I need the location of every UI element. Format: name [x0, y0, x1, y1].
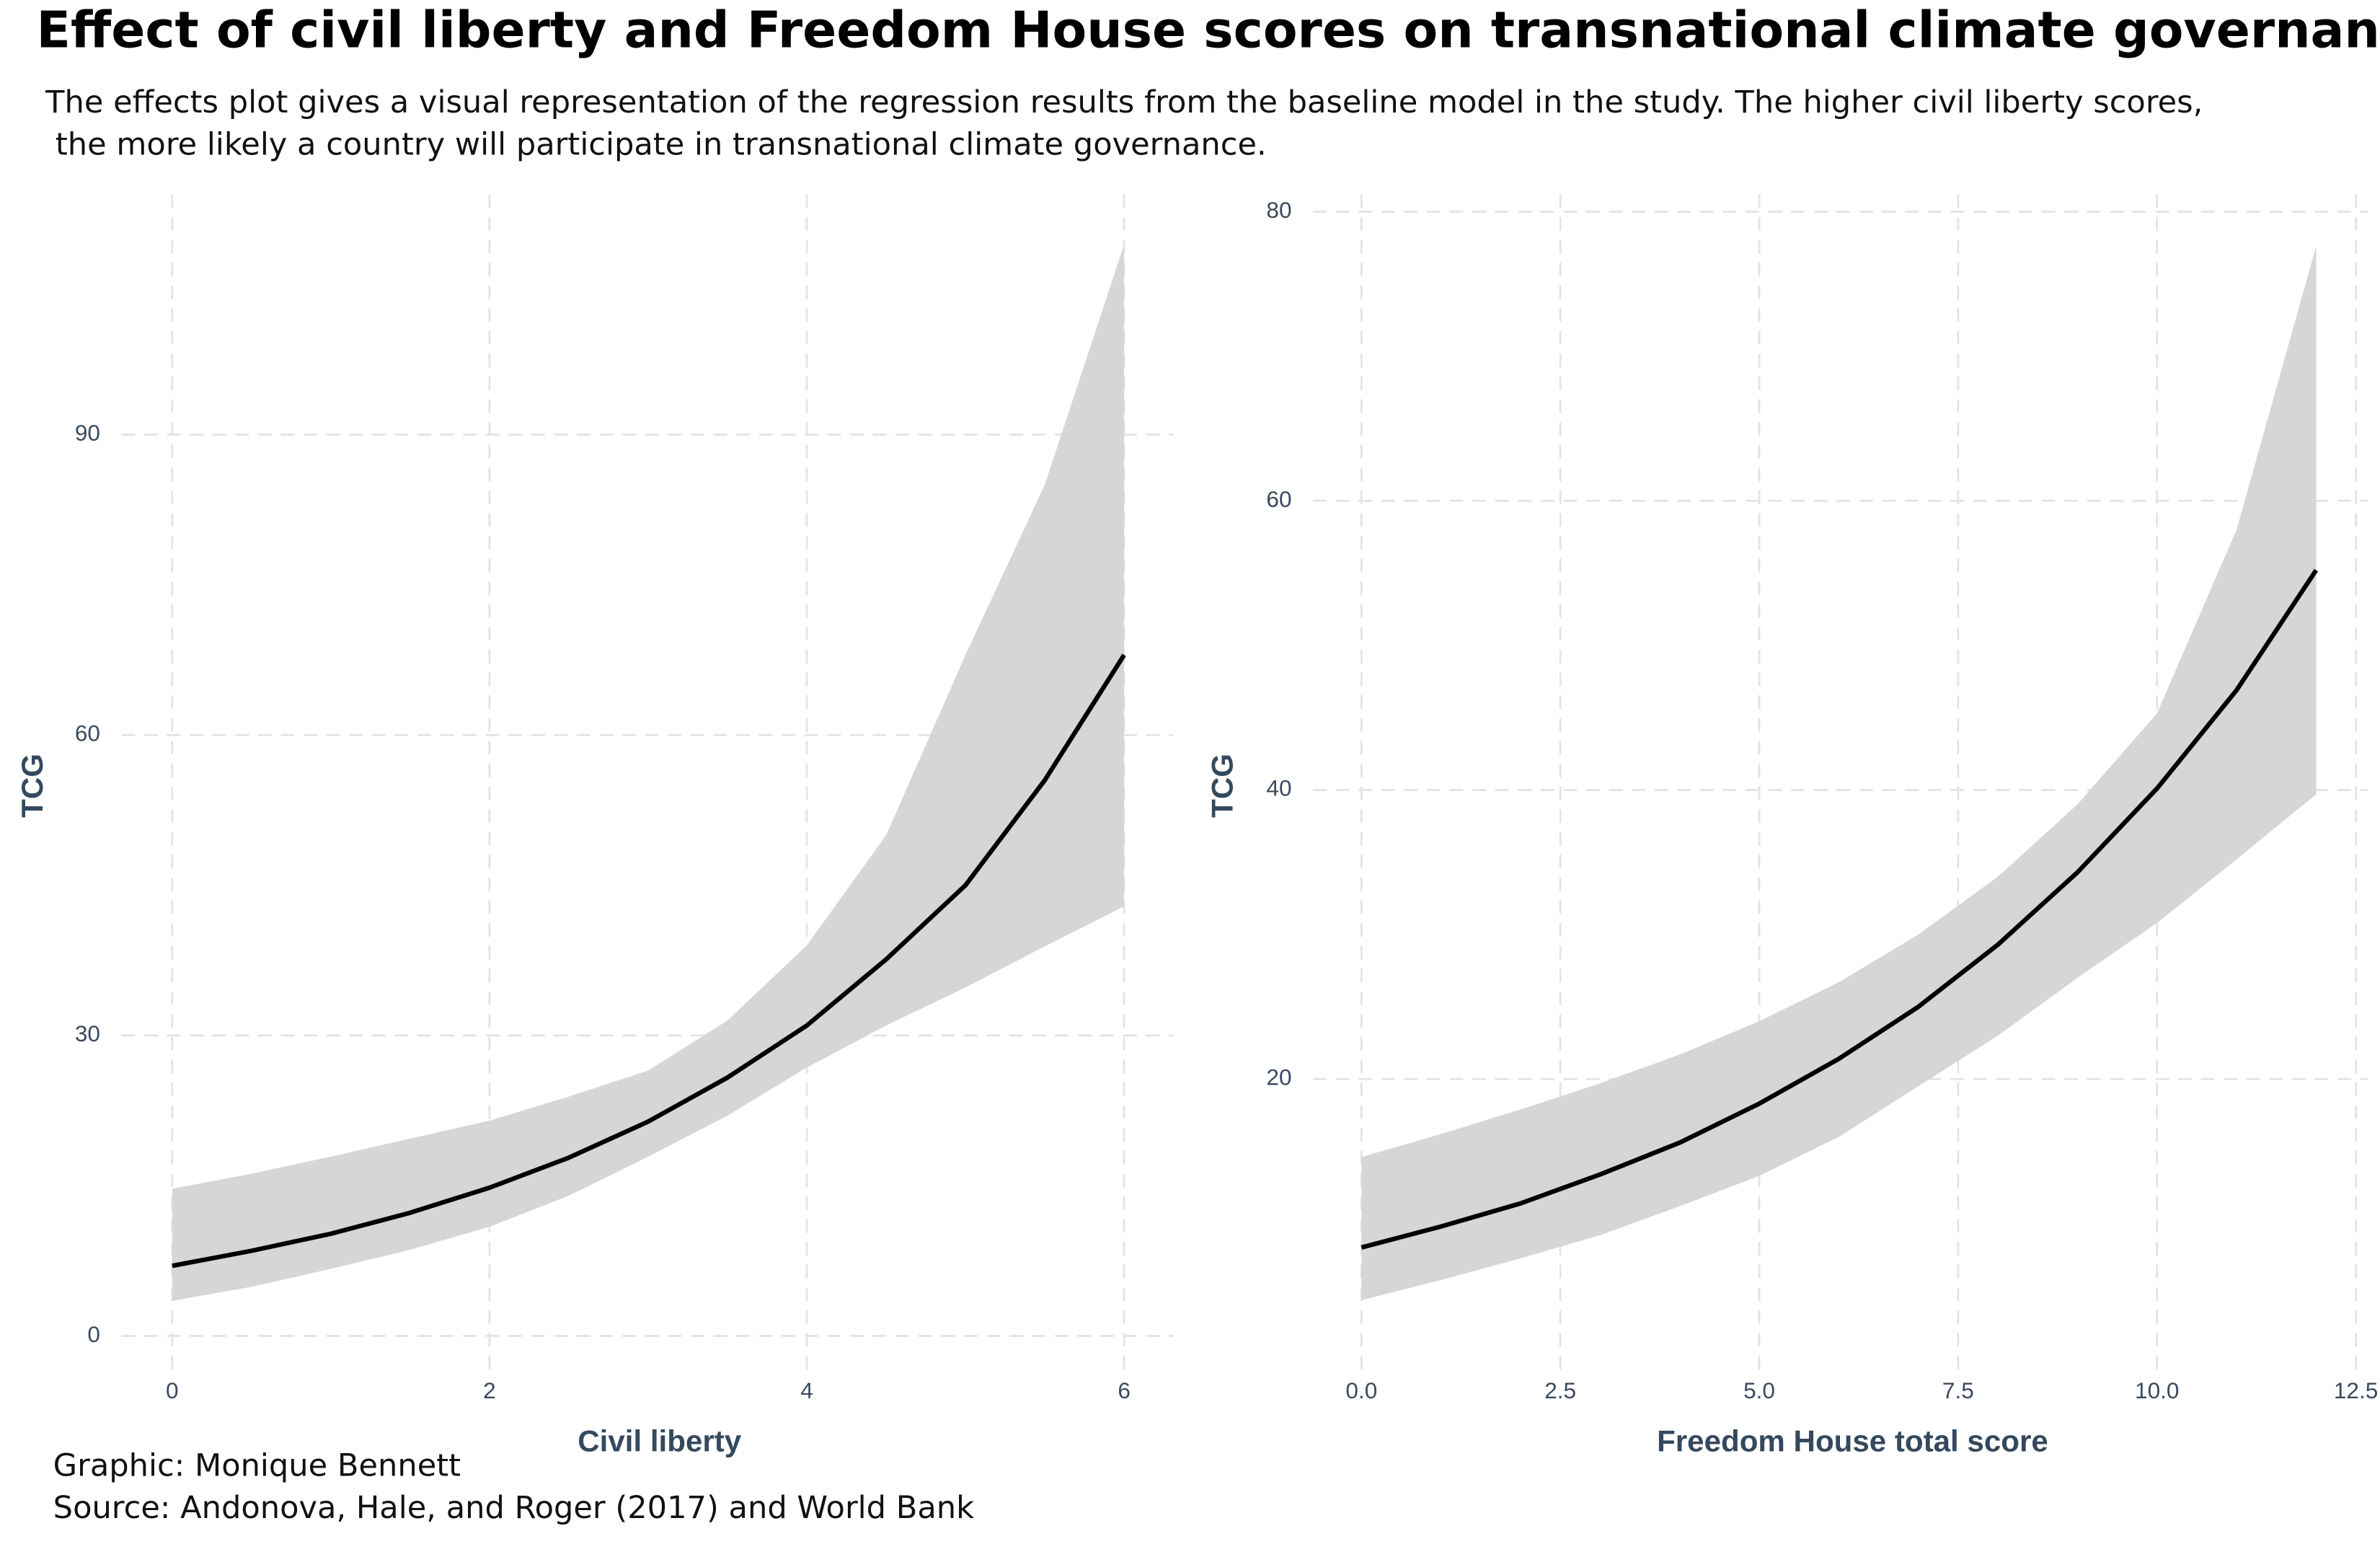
x-tick-label: 6 [1118, 1377, 1131, 1403]
y-tick-label: 80 [1266, 197, 1291, 223]
title: Effect of civil liberty and Freedom Hous… [37, 1, 2380, 59]
y-tick-label: 0 [87, 1321, 100, 1347]
y-axis-label: TCG [1205, 754, 1239, 818]
x-axis-label: Civil liberty [578, 1424, 742, 1458]
y-tick-label: 60 [75, 720, 100, 746]
subtitle: the more likely a country will participa… [45, 127, 1267, 163]
x-tick-label: 0 [166, 1377, 179, 1403]
y-tick-label: 40 [1266, 775, 1291, 801]
x-tick-label: 12.5 [2334, 1377, 2378, 1403]
fit-line [1361, 568, 2319, 1250]
caption: Graphic: Monique Bennett [53, 1447, 461, 1483]
x-tick-label: 5.0 [1743, 1377, 1775, 1403]
confidence-band [1361, 246, 2317, 1300]
fit-line [172, 653, 1126, 1269]
subtitle: The effects plot gives a visual represen… [45, 84, 2203, 120]
caption: Source: Andonova, Hale, and Roger (2017)… [53, 1490, 974, 1526]
x-tick-label: 7.5 [1942, 1377, 1974, 1403]
y-axis-label: TCG [15, 754, 49, 818]
x-axis-label: Freedom House total score [1657, 1424, 2048, 1458]
x-tick-label: 4 [800, 1377, 813, 1403]
x-tick-label: 10.0 [2135, 1377, 2179, 1403]
y-tick-label: 20 [1266, 1064, 1291, 1090]
x-tick-label: 2.5 [1544, 1377, 1576, 1403]
x-tick-label: 0.0 [1345, 1377, 1377, 1403]
x-tick-label: 2 [483, 1377, 496, 1403]
confidence-band [172, 244, 1125, 1301]
y-tick-label: 90 [75, 420, 100, 446]
y-tick-label: 30 [75, 1020, 100, 1046]
y-tick-label: 60 [1266, 486, 1291, 512]
